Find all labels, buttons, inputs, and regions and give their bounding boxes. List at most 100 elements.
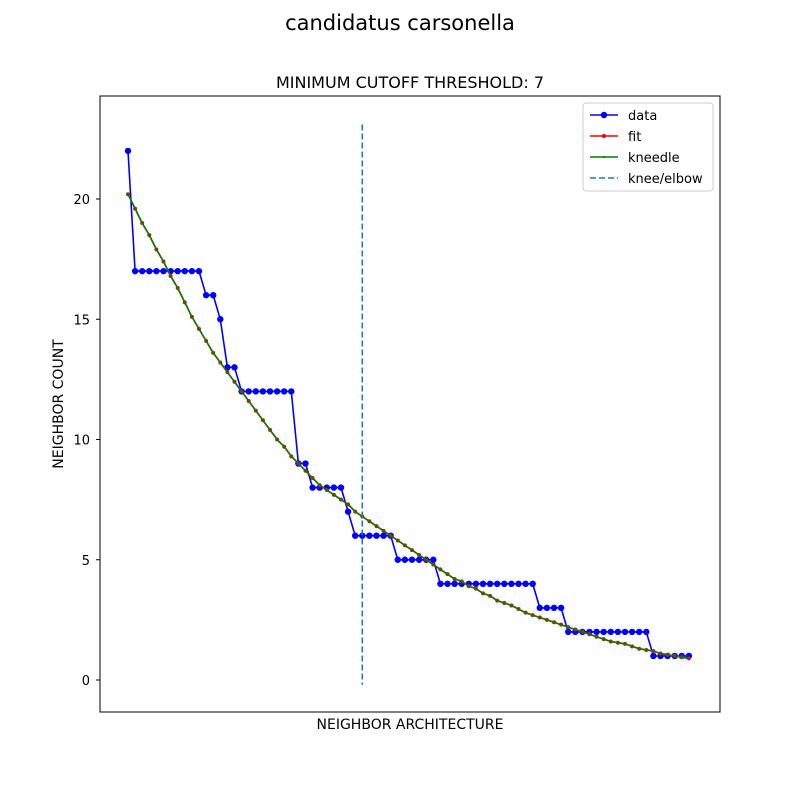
series-kneedle-point	[560, 623, 563, 626]
series-data-point	[621, 628, 629, 636]
series-fit-line	[127, 193, 690, 660]
y-tick-label: 20	[73, 193, 90, 208]
series-data-point	[557, 604, 565, 612]
series-data-point	[636, 628, 643, 636]
series-kneedle-point	[311, 476, 314, 480]
series-data-point	[359, 532, 366, 539]
series-kneedle-point	[403, 544, 406, 547]
series-kneedle-point	[453, 577, 456, 581]
series-data-point	[288, 388, 295, 395]
series-kneedle-point	[581, 630, 584, 634]
series-kneedle-point	[368, 520, 371, 523]
series-kneedle-point	[354, 510, 357, 513]
series-kneedle-point	[134, 207, 137, 210]
series-data-point	[543, 604, 551, 612]
series-data-point	[650, 652, 657, 660]
y-tick-label: 5	[82, 554, 90, 569]
series-data-point	[486, 580, 494, 587]
series-data-point	[217, 316, 224, 323]
legend-label: knee/elbow	[628, 172, 703, 187]
series-data-point	[600, 628, 607, 636]
legend-swatch-marker	[600, 111, 608, 119]
series-data-point	[536, 604, 543, 612]
series-kneedle-point	[190, 315, 193, 318]
series-kneedle-point	[162, 260, 165, 263]
series-data-point	[614, 628, 622, 636]
series-data-point	[451, 580, 458, 587]
series-kneedle-point	[233, 380, 236, 383]
series-kneedle-point	[176, 286, 179, 290]
series-data-point	[139, 267, 146, 275]
series-data-point	[245, 388, 252, 395]
series-data-point	[529, 580, 536, 587]
series-data-point	[437, 580, 444, 587]
series-data-point	[188, 267, 196, 275]
legend-swatch-marker	[602, 155, 606, 159]
series-data-point	[174, 267, 181, 275]
series-kneedle-point	[552, 621, 556, 624]
series-kneedle-point	[226, 371, 229, 374]
series-kneedle-point	[666, 653, 669, 656]
series-data-point	[508, 580, 515, 587]
chart-title: MINIMUM CUTOFF THRESHOLD: 7	[276, 73, 544, 92]
series-kneedle-point	[645, 648, 648, 652]
series-kneedle-point	[524, 611, 527, 614]
series-kneedle-point	[219, 361, 222, 364]
series-kneedle-point	[609, 640, 612, 643]
series-data-point	[153, 267, 160, 275]
series-data-point	[565, 628, 572, 636]
series-kneedle-point	[240, 390, 243, 393]
legend-label: kneedle	[628, 151, 680, 166]
series-kneedle-point	[389, 534, 392, 537]
series-kneedle-point	[283, 445, 286, 448]
series-data-point	[259, 388, 267, 395]
x-axis-label: NEIGHBOR ARCHITECTURE	[317, 717, 504, 733]
series-kneedle-point	[503, 601, 506, 605]
series-kneedle-point	[574, 628, 577, 631]
series-kneedle-point	[538, 616, 541, 619]
series-kneedle-point	[616, 641, 620, 644]
series-data-point	[131, 267, 139, 275]
series-data-point	[210, 292, 217, 299]
series-kneedle	[126, 193, 691, 660]
legend-item-knee-elbow: knee/elbow	[590, 172, 703, 187]
series-kneedle-point	[318, 484, 321, 487]
y-tick-label: 15	[73, 313, 90, 328]
series-kneedle-point	[197, 327, 201, 330]
series-data-point	[607, 628, 614, 636]
series-data-point	[550, 604, 558, 612]
series-kneedle-point	[347, 503, 350, 506]
series-kneedle-point	[446, 573, 449, 576]
series-kneedle-point	[517, 607, 520, 611]
series-data-point	[352, 532, 359, 539]
series-data-point	[394, 556, 401, 563]
series-kneedle-point	[432, 563, 435, 566]
series-kneedle-point	[595, 635, 598, 638]
series-data-point	[380, 532, 387, 539]
legend-label: data	[628, 109, 657, 124]
series-kneedle-point	[673, 654, 676, 658]
series-kneedle-point	[410, 549, 414, 552]
series-kneedle-point	[418, 553, 421, 557]
series-kneedle-point	[588, 633, 591, 636]
series-kneedle-point	[652, 650, 655, 653]
series-kneedle-point	[531, 613, 534, 617]
series-kneedle-point	[254, 409, 257, 412]
series-kneedle-point	[510, 604, 513, 607]
series-kneedle-point	[375, 524, 378, 528]
series-kneedle-point	[169, 274, 172, 278]
series-data-point	[444, 580, 451, 587]
series-data-point	[252, 388, 259, 395]
series-data-point	[124, 147, 132, 155]
series-data-point	[302, 460, 309, 467]
series-kneedle-point	[680, 656, 683, 659]
series-kneedle-point	[439, 568, 442, 571]
series-kneedle-point	[481, 592, 485, 595]
series-kneedle-point	[212, 351, 215, 355]
axes-frame	[99, 95, 721, 713]
series-data-point	[160, 267, 167, 275]
series-data-point	[273, 388, 281, 395]
series-data-point	[146, 267, 153, 275]
series-kneedle-point	[489, 594, 492, 597]
